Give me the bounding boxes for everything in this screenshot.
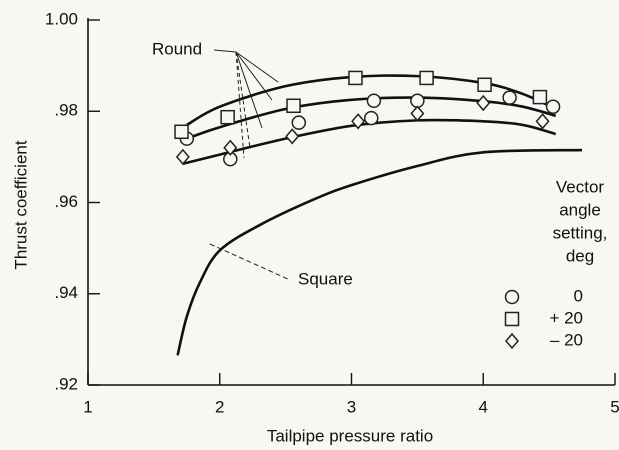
legend-marker [504, 311, 520, 327]
leader [235, 51, 251, 149]
point [419, 70, 434, 86]
point [410, 105, 425, 122]
x-tick-label: 4 [479, 397, 488, 416]
legend-title: Vector [556, 177, 605, 196]
curve [186, 96, 557, 140]
point [351, 113, 366, 130]
annotation: Round [152, 39, 202, 58]
x-tick-label: 2 [215, 397, 224, 416]
point [220, 109, 235, 125]
point [285, 128, 300, 145]
legend-label: 0 [574, 286, 583, 305]
legend-marker [504, 289, 520, 305]
curve [176, 148, 583, 356]
legend-title: angle [559, 200, 601, 219]
y-tick-label: .94 [54, 283, 78, 302]
point [476, 94, 491, 112]
leader [213, 49, 237, 53]
legend-label: + 20 [549, 308, 583, 327]
legend-label: – 20 [550, 330, 583, 349]
point [545, 99, 561, 114]
square-leader [209, 243, 291, 281]
curve [186, 74, 557, 127]
point [348, 70, 363, 86]
round-leaders [213, 49, 279, 159]
point [477, 77, 492, 93]
point [291, 115, 307, 130]
legend-marker [505, 332, 519, 350]
legend-title: setting, [553, 223, 608, 242]
y-tick-label: .96 [54, 192, 78, 211]
curve [182, 118, 557, 165]
x-axis-label: Tailpipe pressure ratio [267, 426, 433, 445]
point [223, 139, 238, 156]
point [410, 93, 425, 109]
legend-title: deg [566, 246, 594, 265]
point [286, 98, 301, 114]
point [364, 110, 379, 126]
x-tick-label: 1 [83, 397, 92, 416]
point [502, 90, 517, 105]
y-tick-label: .98 [54, 101, 78, 120]
point [535, 113, 550, 130]
point [366, 93, 382, 109]
point [175, 148, 190, 166]
y-tick-label: .92 [54, 374, 78, 393]
annotation: Square [298, 269, 353, 288]
leader [235, 51, 245, 159]
y-tick-label: 1.00 [45, 9, 78, 28]
leader [235, 51, 273, 101]
point [174, 124, 189, 140]
leader [235, 51, 279, 83]
point [532, 89, 548, 105]
x-tick-label: 3 [347, 397, 356, 416]
x-tick-label: 5 [610, 397, 619, 416]
y-axis-label: Thrust coefficient [11, 140, 30, 269]
